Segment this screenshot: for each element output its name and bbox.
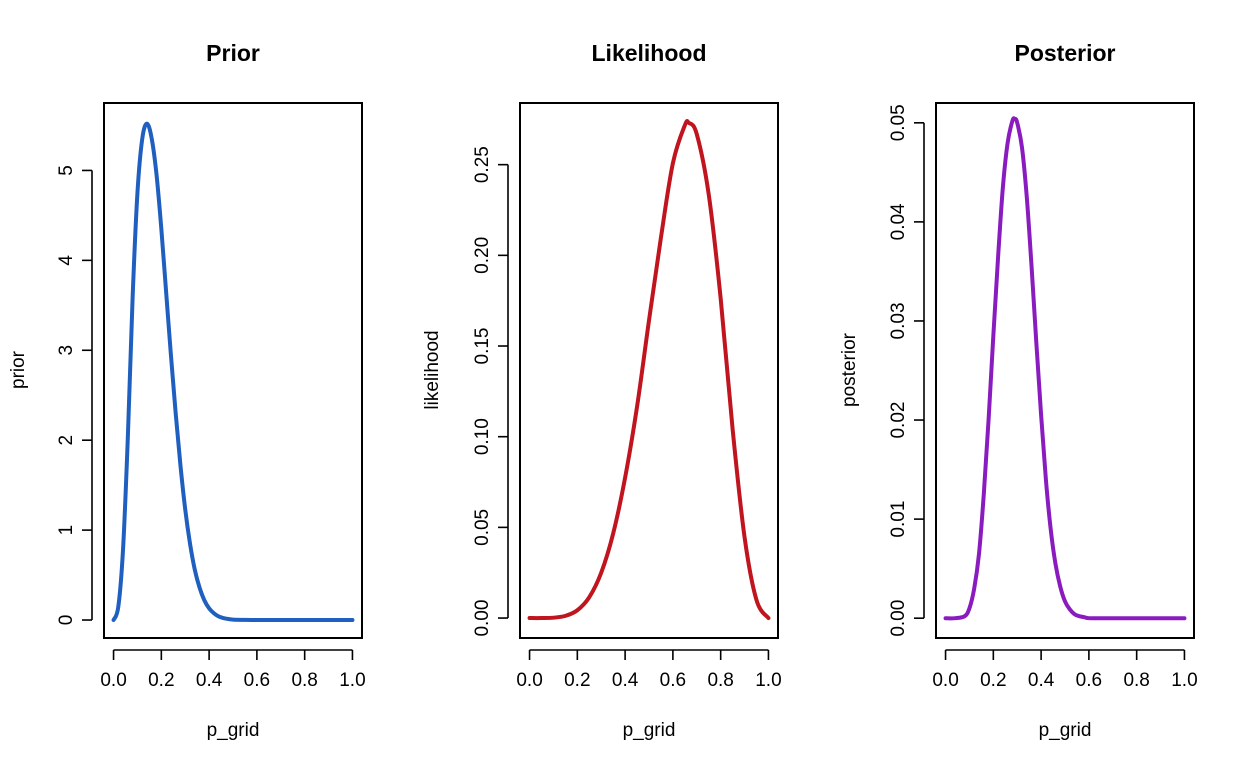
x-axis-label: p_grid	[623, 720, 676, 741]
y-axis-label: prior	[8, 350, 29, 389]
y-tick-label: 0.01	[888, 501, 909, 538]
series-line	[527, 119, 771, 621]
x-tick-label: 0.6	[1076, 670, 1102, 691]
x-tick-label: 1.0	[1171, 670, 1197, 691]
x-tick-label: 0.2	[564, 670, 590, 691]
y-tick-label: 0.00	[888, 600, 909, 637]
plot-frame	[519, 102, 779, 639]
y-tick-label: 0.00	[472, 600, 493, 637]
x-tick-label: 1.0	[339, 670, 365, 691]
x-tick-label: 0.2	[148, 670, 174, 691]
y-tick-label: 0.02	[888, 402, 909, 439]
y-tick-label: 0	[56, 615, 77, 626]
x-axis-label: p_grid	[207, 720, 260, 741]
y-tick-label: 2	[56, 435, 77, 446]
x-tick-label: 0.0	[932, 670, 958, 691]
plot-frame	[103, 102, 363, 639]
x-tick-label: 0.4	[612, 670, 639, 691]
y-axis-label: posterior	[839, 332, 860, 407]
x-tick-label: 1.0	[755, 670, 781, 691]
series-line	[943, 116, 1187, 621]
y-axis-label: likelihood	[422, 330, 443, 409]
y-tick-label: 0.04	[888, 203, 909, 240]
x-tick-label: 0.4	[1028, 670, 1055, 691]
plot-frame	[935, 102, 1195, 639]
panel-prior: Prior p_grid prior 0.0 0.2 0.4 0.6 0.8 1.0 0 1 2…	[8, 40, 366, 741]
y-tick-label: 3	[56, 345, 77, 356]
x-tick-label: 0.6	[244, 670, 270, 691]
panel-title: Prior	[206, 40, 260, 66]
y-tick-label: 0.10	[472, 418, 493, 455]
x-tick-label: 0.6	[660, 670, 686, 691]
y-tick-label: 1	[56, 525, 77, 536]
y-tick-label: 0.25	[472, 146, 493, 183]
panel-title: Likelihood	[592, 40, 707, 66]
y-tick-label: 0.05	[472, 509, 493, 546]
x-tick-label: 0.8	[291, 670, 317, 691]
x-axis-label: p_grid	[1039, 720, 1092, 741]
x-tick-label: 0.8	[1123, 670, 1149, 691]
series-line	[111, 121, 355, 623]
x-tick-label: 0.0	[516, 670, 542, 691]
y-tick-label: 5	[56, 165, 77, 176]
panel-title: Posterior	[1015, 40, 1116, 66]
x-tick-label: 0.0	[100, 670, 126, 691]
panel-posterior: Posterior p_grid posterior 0.0 0.2 0.4 0.6 0…	[839, 40, 1198, 741]
x-tick-label: 0.4	[196, 670, 223, 691]
y-tick-label: 0.15	[472, 328, 493, 365]
y-tick-label: 4	[56, 255, 77, 266]
x-tick-label: 0.8	[707, 670, 733, 691]
y-tick-label: 0.20	[472, 237, 493, 274]
y-tick-label: 0.03	[888, 302, 909, 339]
y-tick-label: 0.05	[888, 104, 909, 141]
x-tick-label: 0.2	[980, 670, 1006, 691]
panel-likelihood: Likelihood p_grid likelihood 0.0 0.2 0.4 0.…	[422, 40, 782, 741]
